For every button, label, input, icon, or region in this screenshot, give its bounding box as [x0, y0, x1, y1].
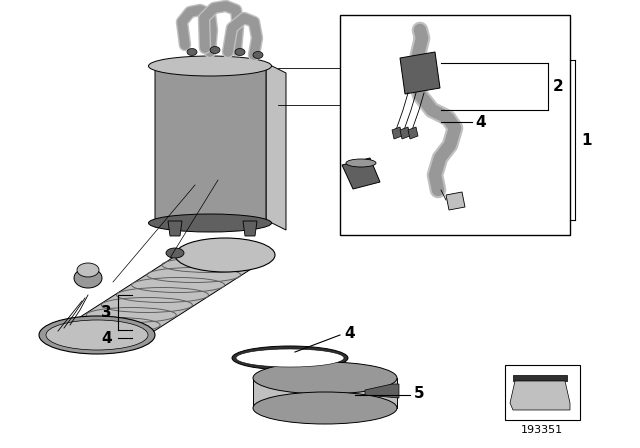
Text: 3: 3 — [101, 305, 112, 319]
Polygon shape — [510, 381, 570, 410]
Ellipse shape — [253, 52, 263, 59]
Text: 193351: 193351 — [521, 425, 563, 435]
Text: 4: 4 — [344, 326, 355, 340]
Bar — [340, 15, 570, 235]
Polygon shape — [365, 384, 399, 398]
Polygon shape — [342, 158, 380, 189]
Polygon shape — [52, 255, 273, 335]
Ellipse shape — [210, 47, 220, 53]
Ellipse shape — [148, 56, 271, 76]
Ellipse shape — [346, 159, 376, 167]
Text: 1: 1 — [581, 133, 591, 147]
Polygon shape — [168, 221, 182, 236]
Polygon shape — [408, 127, 418, 139]
Ellipse shape — [253, 362, 397, 394]
Polygon shape — [253, 378, 397, 408]
Ellipse shape — [166, 248, 184, 258]
Bar — [505, 365, 580, 420]
Polygon shape — [392, 127, 402, 139]
Ellipse shape — [232, 346, 348, 370]
Text: 4: 4 — [475, 115, 486, 129]
Polygon shape — [243, 221, 257, 236]
Ellipse shape — [148, 214, 271, 232]
Ellipse shape — [187, 48, 197, 56]
Ellipse shape — [74, 268, 102, 288]
Polygon shape — [513, 375, 567, 381]
Ellipse shape — [77, 263, 99, 277]
Ellipse shape — [175, 238, 275, 272]
Ellipse shape — [46, 320, 148, 350]
Polygon shape — [266, 63, 286, 230]
Ellipse shape — [235, 48, 245, 56]
Text: 5: 5 — [414, 385, 424, 401]
Ellipse shape — [236, 349, 344, 367]
Ellipse shape — [253, 392, 397, 424]
Polygon shape — [400, 127, 410, 139]
Text: 4: 4 — [101, 331, 112, 345]
Polygon shape — [155, 63, 266, 227]
Polygon shape — [400, 52, 440, 94]
Polygon shape — [446, 192, 465, 210]
Ellipse shape — [39, 316, 155, 354]
Text: 2: 2 — [553, 78, 564, 94]
